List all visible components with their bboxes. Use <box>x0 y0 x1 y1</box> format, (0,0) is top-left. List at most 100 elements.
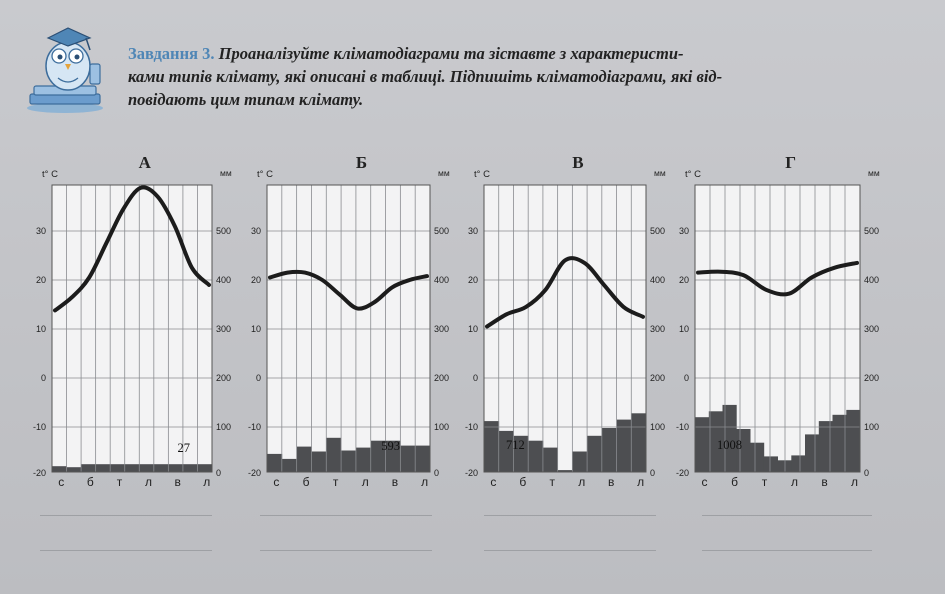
plot-frame <box>266 184 431 473</box>
temperature-tick-label: 30 <box>679 226 689 236</box>
precipitation-tick-label: 200 <box>650 373 665 383</box>
precipitation-bar <box>281 458 297 472</box>
annual-precipitation-label: 712 <box>506 438 525 452</box>
precipitation-bar <box>311 451 327 472</box>
answer-line-v-2[interactable] <box>484 550 656 551</box>
temperature-tick-label: 20 <box>468 275 478 285</box>
precipitation-bar <box>326 437 342 472</box>
precipitation-bar <box>267 453 283 472</box>
temperature-tick-label: -10 <box>248 422 261 432</box>
chart-title: А <box>139 153 152 172</box>
precipitation-bar <box>415 445 431 472</box>
answer-line-b-1[interactable] <box>260 515 432 516</box>
precipitation-tick-label: 500 <box>650 226 665 236</box>
precipitation-tick-label: 0 <box>864 468 869 478</box>
precipitation-bar <box>528 440 544 472</box>
month-label: с <box>58 475 64 489</box>
annual-precipitation-label: 593 <box>381 439 400 453</box>
precipitation-bar <box>763 456 778 472</box>
precipitation-bar <box>124 464 140 472</box>
month-label: л <box>637 475 644 489</box>
temperature-tick-label: 10 <box>679 324 689 334</box>
annual-precipitation-label: 1008 <box>717 438 742 452</box>
temperature-tick-label: -20 <box>465 468 478 478</box>
precipitation-bar <box>601 428 617 472</box>
temperature-tick-label: 30 <box>36 226 46 236</box>
precipitation-bar <box>557 470 573 472</box>
precipitation-tick-label: 200 <box>864 373 879 383</box>
temperature-unit-label: t° C <box>685 169 701 180</box>
temperature-tick-label: -20 <box>248 468 261 478</box>
precipitation-unit-label: мм <box>654 168 666 178</box>
plot-frame <box>51 184 213 473</box>
annual-precipitation-label: 27 <box>178 441 191 455</box>
temperature-tick-label: -20 <box>33 468 46 478</box>
month-label: л <box>421 475 428 489</box>
task-line-1: Проаналізуйте кліматодіаграми та зіставт… <box>218 44 684 63</box>
precipitation-bar <box>52 466 67 472</box>
temperature-tick-label: 10 <box>36 324 46 334</box>
temperature-tick-label: 30 <box>251 226 261 236</box>
precipitation-tick-label: 300 <box>650 324 665 334</box>
answer-line-v-1[interactable] <box>484 515 656 516</box>
month-label: т <box>117 475 123 489</box>
month-label: в <box>608 475 614 489</box>
precipitation-bar <box>695 417 710 472</box>
precipitation-tick-label: 500 <box>864 226 879 236</box>
precipitation-bar <box>153 464 169 472</box>
answer-line-a-2[interactable] <box>40 550 212 551</box>
temperature-tick-label: 20 <box>251 275 261 285</box>
answer-line-a-1[interactable] <box>40 515 212 516</box>
precipitation-bar <box>370 440 386 472</box>
month-label: б <box>303 475 310 489</box>
month-label: б <box>731 475 738 489</box>
answer-line-g-2[interactable] <box>702 550 872 551</box>
precipitation-bar <box>572 451 588 472</box>
month-label: л <box>145 475 152 489</box>
temperature-line <box>696 260 859 297</box>
month-label: л <box>203 475 210 489</box>
month-label: с <box>702 475 708 489</box>
precipitation-bar <box>182 464 198 472</box>
answer-line-g-1[interactable] <box>702 515 872 516</box>
answer-line-b-2[interactable] <box>260 550 432 551</box>
chart-title: Б <box>356 153 367 172</box>
month-label: т <box>333 475 339 489</box>
precipitation-tick-label: 300 <box>434 324 449 334</box>
precipitation-tick-label: 400 <box>434 275 449 285</box>
precipitation-bar <box>498 430 514 472</box>
temperature-unit-label: t° C <box>474 169 490 180</box>
temperature-tick-label: 10 <box>468 324 478 334</box>
task-line-2: ками типів клімату, які описані в таблиц… <box>128 67 723 86</box>
month-label: с <box>490 475 496 489</box>
precipitation-bar <box>832 414 847 473</box>
precipitation-tick-label: 300 <box>216 324 231 334</box>
owl-mascot-icon <box>27 27 103 113</box>
task-line-3: повідають цим типам клімату. <box>128 90 364 109</box>
task-label: Завдання 3. <box>128 44 215 63</box>
plot-area <box>52 185 212 472</box>
precipitation-tick-label: 300 <box>864 324 879 334</box>
month-label: в <box>174 475 180 489</box>
precipitation-bar <box>341 450 357 472</box>
temperature-tick-label: 0 <box>473 373 478 383</box>
temperature-tick-label: -20 <box>676 468 689 478</box>
precipitation-bar <box>81 464 96 472</box>
plot-frame <box>483 184 647 473</box>
precipitation-bar <box>95 464 111 472</box>
precipitation-tick-label: 100 <box>216 422 231 432</box>
precipitation-tick-label: 100 <box>650 422 665 432</box>
precipitation-tick-label: 400 <box>864 275 879 285</box>
plot-area <box>267 185 430 472</box>
precipitation-tick-label: 400 <box>650 275 665 285</box>
precipitation-unit-label: мм <box>220 168 232 178</box>
precipitation-bar <box>355 447 372 472</box>
precipitation-bar <box>168 464 184 472</box>
precipitation-bar <box>296 446 312 472</box>
temperature-line <box>268 269 429 311</box>
precipitation-unit-label: мм <box>438 168 450 178</box>
